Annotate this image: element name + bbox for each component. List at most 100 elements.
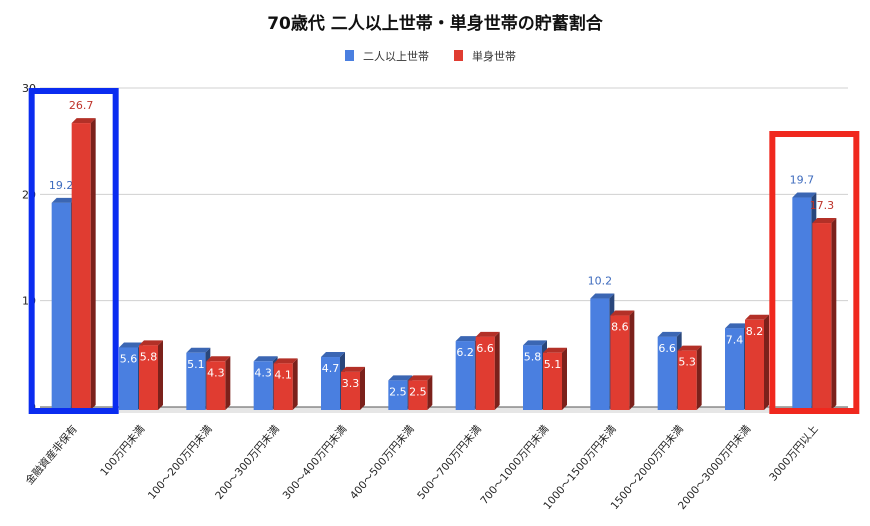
bar-top	[273, 358, 298, 364]
bar	[341, 371, 360, 410]
bar-side	[158, 340, 163, 410]
data-label: 5.8	[140, 350, 158, 363]
highlight-box	[769, 131, 860, 414]
data-label: 6.6	[658, 342, 676, 355]
bar-top	[725, 323, 749, 329]
bar-top	[677, 345, 702, 351]
bar	[186, 352, 206, 410]
bar	[321, 357, 340, 410]
data-label: 2.5	[389, 385, 407, 398]
category-label: 3000万円以上	[767, 423, 820, 483]
bar	[475, 336, 495, 410]
data-label: 4.1	[274, 368, 292, 381]
bar-side	[427, 375, 433, 410]
data-label: 5.3	[678, 356, 696, 369]
category-label: 2000～3000万円未満	[676, 423, 754, 512]
bar	[119, 347, 138, 410]
data-label: 2.5	[409, 385, 427, 398]
data-label: 19.7	[790, 174, 815, 187]
bar-top	[388, 375, 413, 381]
category-label: 1000～1500万円未満	[541, 423, 619, 512]
category-label: 300～400万円未満	[281, 423, 350, 502]
bar	[657, 336, 677, 410]
data-label: 4.7	[322, 362, 340, 375]
data-label: 4.3	[254, 366, 272, 379]
data-label: 26.7	[69, 99, 94, 112]
bar-top	[186, 347, 211, 353]
bar-side	[764, 314, 769, 410]
data-label: 17.3	[810, 199, 835, 212]
bar	[745, 319, 764, 410]
bar	[725, 328, 744, 410]
bar	[253, 361, 273, 410]
bar-side	[292, 358, 298, 410]
bar-top	[139, 340, 163, 346]
legend-label-0: 二人以上世帯	[363, 50, 429, 63]
bar-side	[494, 331, 500, 410]
bar-side	[90, 118, 96, 410]
highlight-box	[28, 88, 119, 414]
bar-side	[696, 345, 702, 410]
chart-floor	[40, 407, 848, 413]
bar-side	[225, 356, 231, 410]
bar-top	[253, 356, 278, 362]
bar	[812, 223, 832, 410]
bar	[455, 341, 475, 410]
bar-top	[455, 336, 480, 342]
bar	[51, 202, 71, 410]
bar	[388, 380, 408, 410]
data-label: 19.2	[49, 179, 74, 192]
category-label: 200～300万円未満	[213, 423, 282, 502]
bar-top	[119, 342, 143, 348]
bar-top	[71, 118, 96, 124]
bar	[610, 315, 630, 410]
data-label: 5.1	[187, 358, 205, 371]
bar	[543, 352, 562, 410]
category-label: 金融資産非保有	[23, 423, 80, 488]
bar	[590, 298, 610, 410]
legend-label-1: 単身世帯	[472, 49, 516, 63]
bar-top	[206, 356, 231, 362]
bar-top	[341, 366, 365, 372]
data-label: 5.8	[524, 350, 542, 363]
bar-top	[610, 310, 635, 316]
bar-top	[543, 347, 567, 353]
data-label: 5.1	[544, 358, 562, 371]
bar-top	[51, 197, 76, 203]
category-label: 100～200万円未満	[146, 423, 215, 502]
legend: 二人以上世帯 単身世帯	[345, 49, 516, 63]
bar	[677, 350, 697, 410]
bar-top	[523, 340, 547, 346]
data-label: 6.6	[476, 342, 494, 355]
bar-top	[657, 331, 682, 337]
category-label: 700～1000万円未満	[478, 423, 551, 507]
category-label: 400～500万円未満	[348, 423, 417, 502]
bar	[71, 123, 91, 410]
legend-swatch-0	[345, 50, 354, 61]
bar	[273, 363, 293, 410]
bar-side	[562, 347, 567, 410]
data-label: 7.4	[726, 333, 744, 346]
bar-side	[629, 310, 635, 410]
bar-top	[321, 352, 345, 358]
bar-top	[812, 218, 837, 224]
data-label: 4.3	[207, 366, 225, 379]
category-label: 1500～2000万円未満	[609, 423, 687, 512]
bar-top	[590, 293, 615, 299]
chart-title: 70歳代 二人以上世帯・単身世帯の貯蓄割合	[267, 13, 604, 34]
legend-swatch-1	[454, 50, 463, 61]
bar	[792, 197, 812, 410]
bar-top	[745, 314, 769, 320]
data-label: 6.2	[456, 346, 474, 359]
data-label: 10.2	[588, 275, 613, 288]
data-label: 5.6	[120, 352, 138, 365]
bar-top	[792, 192, 817, 198]
bar	[139, 345, 158, 410]
bar	[206, 361, 226, 410]
bar-side	[360, 366, 365, 410]
bar-top	[408, 375, 433, 381]
bar-side	[831, 218, 837, 410]
bar-top	[475, 331, 500, 337]
data-label: 8.6	[611, 321, 629, 334]
